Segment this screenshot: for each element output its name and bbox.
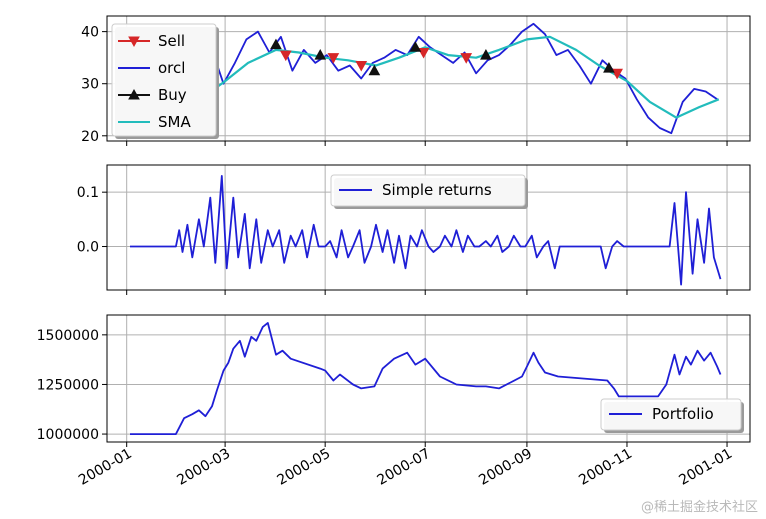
legend-marker-sell xyxy=(128,36,140,48)
legend-box xyxy=(111,23,217,137)
returns-panel: 0.1 0.0 Simple returns xyxy=(77,164,751,295)
sell-marker xyxy=(460,53,473,64)
series-line-portfolio xyxy=(130,321,722,436)
legend-returns: Simple returns xyxy=(330,174,528,209)
sell-marker xyxy=(611,68,623,80)
x-tick-label: 2001-01 xyxy=(676,446,735,489)
x-tick-label: 2000-09 xyxy=(476,446,535,489)
x-axis-labels: 2000-01 2000-03 2000-05 2000-07 2000-09 2000-… xyxy=(76,446,735,489)
buy-marker xyxy=(480,49,492,60)
y-tick-label: 0.0 xyxy=(77,240,99,256)
legend-label-sma: SMA xyxy=(158,113,191,131)
series-line-simple-returns xyxy=(130,174,722,286)
y-tick-label: 1250000 xyxy=(37,377,99,393)
legend-marker-buy xyxy=(128,88,140,100)
axes-frame xyxy=(106,314,751,443)
x-tick-label: 2000-05 xyxy=(274,446,333,489)
y-tick-label: 1000000 xyxy=(37,427,99,443)
y-tick-label: 1500000 xyxy=(37,328,99,344)
sell-marker xyxy=(417,47,430,59)
legend-box xyxy=(600,398,742,431)
portfolio-panel: 1500000 1250000 1000000 Portfolio xyxy=(37,314,751,447)
legend-label-portfolio: Portfolio xyxy=(652,405,714,423)
buy-marker xyxy=(270,38,282,50)
legend-portfolio: Portfolio xyxy=(600,398,744,433)
x-tick-label: 2000-07 xyxy=(375,446,434,489)
buy-marker xyxy=(368,64,381,76)
buy-marker xyxy=(314,49,327,60)
y-tick-label: 0.1 xyxy=(77,185,99,201)
axes-frame xyxy=(106,15,751,142)
x-tick-label: 2000-01 xyxy=(76,446,135,489)
price-panel: 20 30 40 Sell orcl Buy SMA xyxy=(81,15,751,146)
sell-marker xyxy=(355,60,368,72)
buy-marker xyxy=(409,41,422,52)
legend-price: Sell orcl Buy SMA xyxy=(111,23,219,139)
axes-frame xyxy=(106,164,751,291)
y-tick-label: 20 xyxy=(81,129,99,145)
legend-label-sell: Sell xyxy=(158,32,185,50)
legend-box xyxy=(330,174,526,207)
x-tick-label: 2000-03 xyxy=(174,446,233,489)
buy-marker xyxy=(603,62,615,73)
y-tick-label: 30 xyxy=(81,77,99,93)
legend-label-simple-returns: Simple returns xyxy=(382,181,492,199)
y-tick-label: 40 xyxy=(81,25,99,41)
series-line-orcl xyxy=(175,22,718,135)
sell-marker xyxy=(327,53,340,64)
legend-label-orcl: orcl xyxy=(158,59,185,77)
legend-label-buy: Buy xyxy=(158,86,187,104)
watermark: @稀土掘金技术社区 xyxy=(640,500,758,515)
x-tick-label: 2000-11 xyxy=(576,446,635,489)
sell-marker xyxy=(279,50,292,62)
